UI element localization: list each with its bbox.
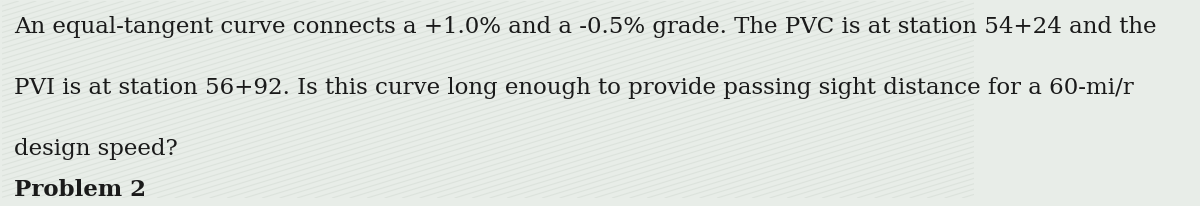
Text: PVI is at station 56+92. Is this curve long enough to provide passing sight dist: PVI is at station 56+92. Is this curve l… [13, 76, 1134, 98]
Text: design speed?: design speed? [13, 137, 178, 159]
Text: Problem 2: Problem 2 [13, 178, 145, 200]
Text: An equal-tangent curve connects a +1.0% and a -0.5% grade. The PVC is at station: An equal-tangent curve connects a +1.0% … [13, 16, 1157, 38]
